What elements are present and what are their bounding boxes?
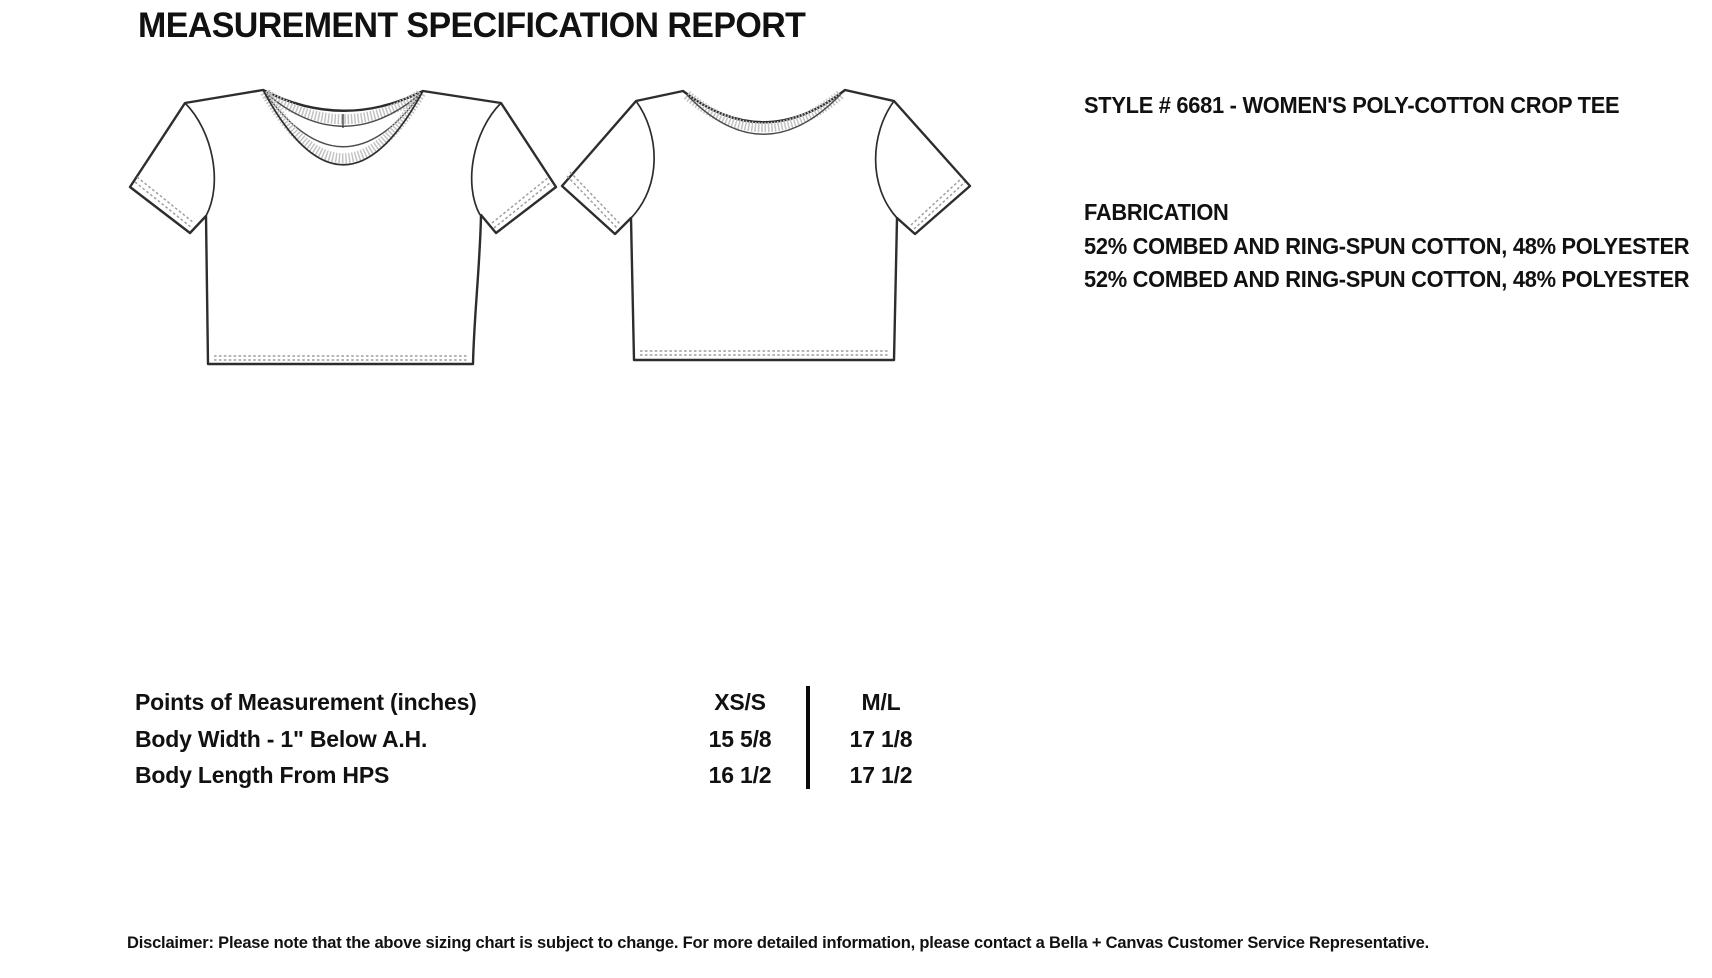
disclaimer-text: Disclaimer: Please note that the above s… — [127, 933, 1429, 952]
measurement-table: Points of Measurement (inches) XS/S M/L … — [135, 684, 952, 794]
table-cell-m-l: 17 1/2 — [849, 762, 913, 788]
product-style-line: STYLE # 6681 - WOMEN'S POLY-COTTON CROP … — [1084, 92, 1620, 118]
table-cell-xs-s: 15 5/8 — [708, 725, 772, 752]
table-cell-xs-s: 16 1/2 — [708, 762, 772, 788]
table-column-divider — [806, 686, 810, 789]
fabrication-line: 52% COMBED AND RING-SPUN COTTON, 48% POL… — [1084, 232, 1690, 259]
table-row-label: Body Length From HPS — [135, 762, 390, 788]
table-cell-m-l: 17 1/8 — [849, 725, 913, 752]
table-header-col-m-l: M/L — [861, 689, 901, 715]
fabrication-line: 52% COMBED AND RING-SPUN COTTON, 48% POL… — [1084, 266, 1690, 292]
table-header-col-xs-s: XS/S — [714, 689, 766, 715]
table-header-label: Points of Measurement (inches) — [135, 689, 477, 715]
table-row-label: Body Width - 1" Below A.H. — [135, 725, 428, 752]
crop-tee-front-sketch — [128, 88, 558, 366]
fabrication-heading: FABRICATION — [1084, 199, 1229, 225]
fabrication-block: FABRICATION 52% COMBED AND RING-SPUN COT… — [1084, 196, 1690, 297]
page-title: MEASUREMENT SPECIFICATION REPORT — [138, 6, 806, 45]
crop-tee-back-sketch — [560, 88, 972, 362]
